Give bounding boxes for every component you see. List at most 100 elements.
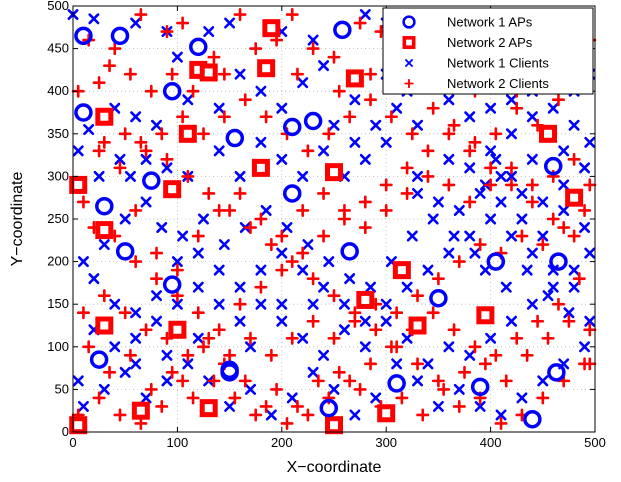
point-x (276, 153, 288, 165)
point-circle (547, 363, 566, 382)
point-plus (103, 365, 117, 379)
point-plus (296, 203, 310, 217)
point-plus (426, 101, 440, 115)
point-x (307, 366, 319, 378)
point-plus (327, 289, 341, 303)
point-plus (583, 178, 597, 192)
point-x (406, 230, 418, 242)
point-x (401, 332, 413, 344)
point-x (579, 341, 591, 353)
point-x (192, 332, 204, 344)
point-x (307, 34, 319, 46)
point-x (281, 222, 293, 234)
point-plus (572, 272, 586, 286)
point-plus (197, 127, 210, 141)
point-square (408, 316, 427, 335)
legend-marker-square (402, 36, 416, 49)
point-plus (431, 272, 445, 286)
point-x (124, 170, 136, 182)
point-x (359, 153, 371, 165)
point-plus (113, 161, 127, 175)
point-x (469, 247, 481, 259)
point-x (349, 94, 361, 106)
point-x (328, 383, 340, 395)
point-plus (306, 42, 320, 56)
point-circle (89, 350, 109, 369)
x-tick-label: 500 (584, 435, 606, 450)
point-plus (275, 229, 289, 243)
point-x (151, 290, 163, 302)
point-plus (243, 221, 257, 235)
point-x (83, 124, 95, 136)
legend-label: Network 2 APs (447, 35, 533, 50)
point-circle (225, 128, 245, 148)
point-x (412, 170, 424, 182)
point-plus (76, 306, 90, 320)
point-plus (186, 391, 200, 405)
point-plus (249, 42, 263, 56)
point-plus (264, 238, 278, 252)
point-x (568, 281, 580, 293)
point-plus (207, 374, 221, 388)
point-plus (395, 391, 409, 405)
point-x (302, 239, 314, 251)
point-plus (484, 178, 498, 192)
point-x (500, 281, 512, 293)
x-axis-label: X−coordinate (287, 459, 382, 476)
point-x (526, 111, 538, 123)
point-plus (567, 229, 581, 243)
point-square (539, 124, 558, 143)
point-x (192, 281, 204, 293)
point-x (161, 162, 173, 174)
point-plus (129, 203, 143, 217)
point-plus (343, 374, 357, 388)
point-plus (306, 272, 320, 286)
point-x (344, 273, 356, 285)
point-x (255, 298, 267, 310)
point-plus (364, 357, 378, 371)
point-x (234, 68, 246, 80)
point-x (213, 102, 225, 114)
point-x (297, 77, 309, 89)
point-plus (134, 135, 148, 149)
point-x (464, 111, 476, 123)
point-x (563, 307, 575, 319)
point-plus (150, 246, 164, 260)
legend-entry: Network 2 APs (402, 35, 533, 50)
point-plus (212, 323, 226, 337)
point-x (130, 307, 142, 319)
point-x (109, 298, 121, 310)
point-plus (191, 229, 205, 243)
point-square (163, 180, 182, 199)
point-plus (458, 365, 471, 379)
point-plus (165, 67, 179, 81)
y-tick-label: 200 (47, 254, 69, 269)
legend-entry: Network 2 Clients (404, 76, 549, 91)
point-x (412, 375, 424, 387)
point-x (542, 290, 554, 302)
point-circle (110, 26, 130, 46)
point-x (448, 230, 460, 242)
point-x (171, 298, 183, 310)
point-plus (254, 280, 268, 294)
point-x (151, 119, 163, 131)
point-circle (95, 196, 114, 216)
point-plus (536, 238, 550, 252)
point-plus (551, 297, 565, 311)
point-circle (74, 26, 93, 46)
point-x (93, 170, 105, 182)
point-x (171, 256, 183, 268)
point-plus (525, 178, 539, 192)
point-x (401, 281, 413, 293)
point-plus (197, 340, 210, 354)
point-plus (494, 416, 508, 430)
point-x (558, 145, 570, 157)
series-x (67, 9, 596, 421)
point-square (178, 124, 197, 143)
point-plus (442, 127, 456, 141)
point-x (338, 298, 350, 310)
legend-marker-x (405, 59, 413, 67)
point-x (177, 230, 189, 242)
point-x (72, 375, 84, 387)
point-plus (223, 348, 237, 362)
